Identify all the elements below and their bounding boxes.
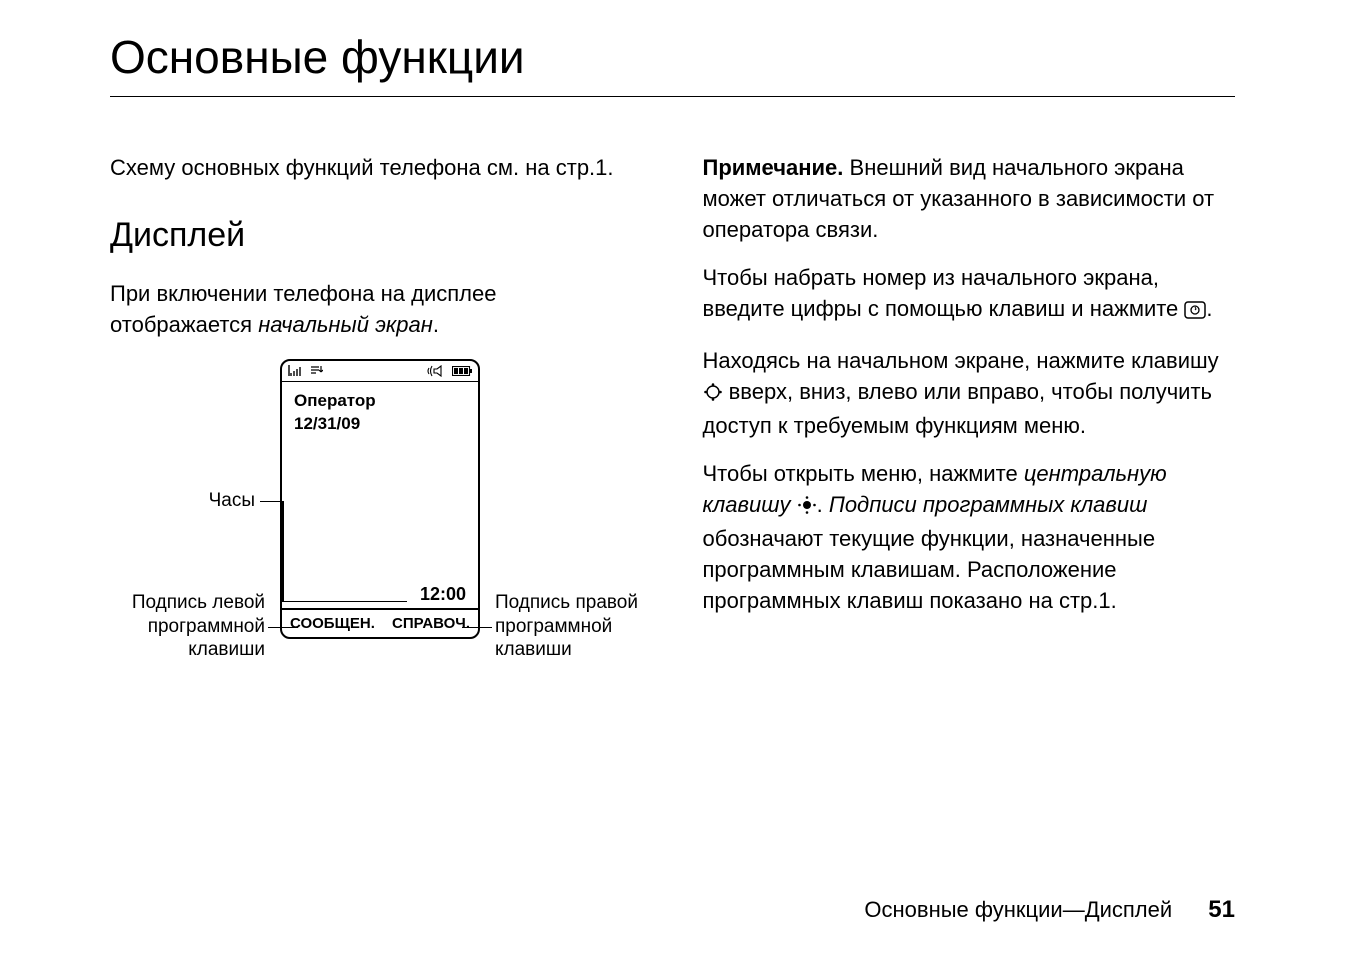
phone-screen: Оператор 12/31/09 12:00 СООБЩЕН. СПРАВОЧ… bbox=[280, 359, 480, 639]
callout-left-softkey: Подпись левой программной клавиши bbox=[110, 591, 265, 662]
menu-paragraph: Чтобы открыть меню, нажмите центральную … bbox=[703, 459, 1236, 616]
page-number: 51 bbox=[1208, 896, 1235, 923]
nav-key-icon bbox=[703, 380, 723, 411]
home-screen-diagram: Оператор 12/31/09 12:00 СООБЩЕН. СПРАВОЧ… bbox=[110, 359, 643, 729]
leader-line bbox=[462, 627, 492, 629]
section-title: Дисплей bbox=[110, 212, 643, 260]
intro-paragraph: Схему основных функций телефона см. на с… bbox=[110, 153, 643, 184]
display-intro: При включении телефона на дисплее отобра… bbox=[110, 279, 643, 341]
note-label: Примечание. bbox=[703, 155, 844, 180]
menu-1: Чтобы открыть меню, нажмите bbox=[703, 461, 1024, 486]
right-column: Примечание. Внешний вид начального экран… bbox=[703, 153, 1236, 729]
send-key-icon bbox=[1184, 297, 1206, 328]
status-left bbox=[288, 365, 323, 377]
chapter-title: Основные функции bbox=[110, 30, 1235, 97]
date-label: 12/31/09 bbox=[294, 413, 466, 436]
softkey-bar: СООБЩЕН. СПРАВОЧ. bbox=[282, 608, 478, 637]
display-intro-italic: начальный экран bbox=[258, 312, 433, 337]
dial-paragraph: Чтобы набрать номер из начального экрана… bbox=[703, 263, 1236, 328]
left-softkey-label: СООБЩЕН. bbox=[290, 613, 375, 634]
dial-text: Чтобы набрать номер из начального экрана… bbox=[703, 265, 1185, 321]
callout-right-softkey: Подпись правой программной клавиши bbox=[495, 591, 650, 662]
nav-paragraph: Находясь на начальном экране, нажмите кл… bbox=[703, 346, 1236, 441]
dial-end: . bbox=[1206, 296, 1212, 321]
signal-icon bbox=[288, 365, 306, 377]
data-icon bbox=[309, 365, 323, 377]
clock-value: 12:00 bbox=[420, 582, 466, 607]
leader-line bbox=[260, 501, 282, 503]
status-right bbox=[427, 365, 472, 377]
left-column: Схему основных функций телефона см. на с… bbox=[110, 153, 643, 729]
note-paragraph: Примечание. Внешний вид начального экран… bbox=[703, 153, 1236, 245]
nav-pre: Находясь на начальном экране, нажмите кл… bbox=[703, 348, 1219, 373]
callout-clock: Часы bbox=[190, 489, 255, 513]
battery-icon bbox=[452, 366, 472, 376]
center-key-icon bbox=[797, 493, 817, 524]
menu-4: обозначают текущие функции, назначенные … bbox=[703, 526, 1156, 613]
menu-italic-2: Подписи программных клавиш bbox=[829, 492, 1148, 517]
leader-line bbox=[282, 601, 407, 603]
menu-3: . bbox=[817, 492, 829, 517]
footer: Основные функции—Дисплей 51 bbox=[864, 896, 1235, 924]
status-bar bbox=[282, 361, 478, 382]
display-intro-post: . bbox=[433, 312, 439, 337]
footer-text: Основные функции—Дисплей bbox=[864, 897, 1172, 922]
screen-body: Оператор 12/31/09 bbox=[282, 382, 478, 444]
right-softkey-label: СПРАВОЧ. bbox=[392, 613, 470, 634]
operator-label: Оператор bbox=[294, 390, 466, 413]
sound-icon bbox=[427, 365, 449, 377]
leader-line bbox=[268, 627, 298, 629]
nav-post: вверх, вниз, влево или вправо, чтобы пол… bbox=[703, 379, 1213, 438]
leader-line bbox=[282, 501, 284, 601]
